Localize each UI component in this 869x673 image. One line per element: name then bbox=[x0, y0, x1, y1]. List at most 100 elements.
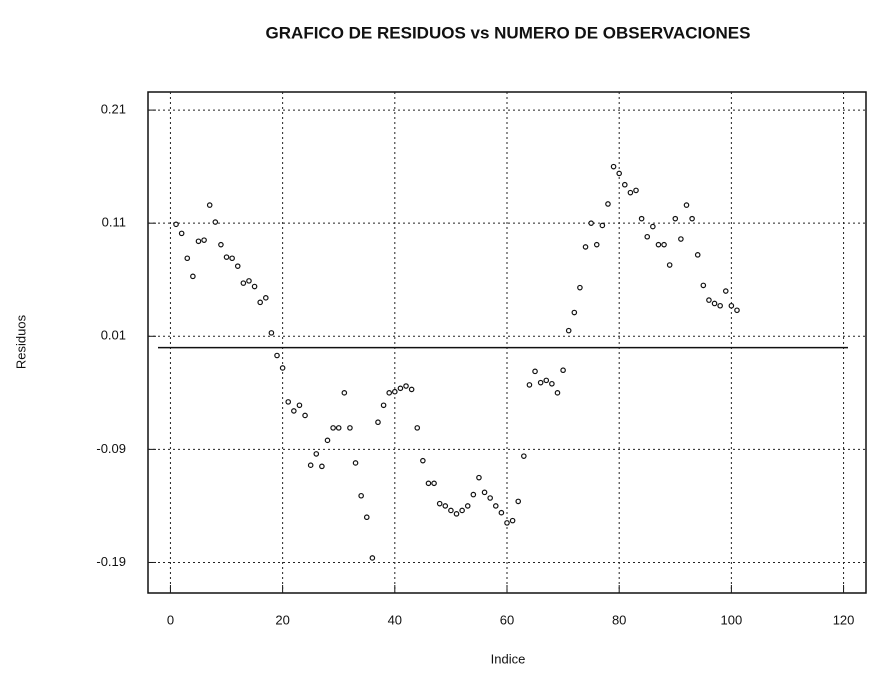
point bbox=[734, 307, 740, 314]
point bbox=[582, 244, 589, 250]
chart-title: GRAFICO DE RESIDUOS vs NUMERO DE OBSERVA… bbox=[266, 23, 751, 42]
point bbox=[728, 302, 735, 309]
y-tick-label: 0.01 bbox=[101, 328, 126, 343]
point bbox=[722, 288, 729, 294]
point bbox=[554, 390, 561, 396]
point bbox=[571, 309, 578, 316]
point bbox=[711, 300, 718, 307]
point bbox=[481, 489, 488, 496]
point bbox=[560, 367, 566, 374]
point bbox=[302, 412, 308, 419]
point bbox=[420, 457, 426, 464]
point bbox=[392, 388, 398, 395]
point bbox=[212, 219, 219, 225]
point bbox=[218, 241, 224, 248]
x-axis-label: Indice bbox=[491, 651, 526, 666]
point bbox=[448, 507, 454, 514]
point bbox=[313, 451, 320, 457]
x-tick-label: 80 bbox=[612, 612, 626, 627]
point bbox=[638, 215, 645, 222]
point bbox=[285, 399, 292, 405]
point bbox=[532, 368, 538, 375]
point bbox=[206, 202, 213, 208]
point bbox=[201, 237, 207, 243]
point bbox=[386, 390, 393, 396]
point bbox=[621, 181, 628, 188]
x-tick-label: 100 bbox=[721, 612, 743, 627]
point bbox=[549, 380, 555, 387]
point bbox=[599, 222, 606, 229]
point bbox=[414, 425, 421, 431]
y-tick-label: 0.11 bbox=[102, 215, 126, 230]
point bbox=[655, 241, 662, 248]
point bbox=[678, 236, 684, 242]
x-tick-label: 0 bbox=[167, 612, 174, 627]
point bbox=[627, 189, 634, 196]
point bbox=[689, 215, 695, 222]
point bbox=[694, 252, 701, 258]
point bbox=[358, 492, 364, 499]
point bbox=[268, 330, 275, 336]
point bbox=[403, 383, 409, 389]
point bbox=[234, 263, 241, 269]
point bbox=[717, 302, 723, 309]
point bbox=[184, 255, 191, 262]
point bbox=[700, 282, 707, 289]
x-tick-label: 60 bbox=[500, 612, 514, 627]
point bbox=[650, 223, 656, 230]
point bbox=[178, 230, 185, 237]
point bbox=[279, 365, 286, 371]
point bbox=[240, 280, 247, 286]
point bbox=[380, 402, 387, 409]
point bbox=[683, 202, 690, 208]
point bbox=[352, 460, 359, 466]
point bbox=[706, 297, 712, 303]
point bbox=[291, 408, 297, 414]
point bbox=[504, 520, 510, 526]
point bbox=[464, 503, 471, 509]
point bbox=[335, 425, 342, 431]
point bbox=[588, 220, 594, 226]
point bbox=[330, 425, 336, 431]
point bbox=[375, 419, 381, 426]
point bbox=[476, 474, 482, 481]
point bbox=[442, 503, 449, 509]
point bbox=[487, 495, 493, 501]
point bbox=[492, 503, 499, 509]
point bbox=[397, 385, 404, 392]
x-tick-label: 40 bbox=[388, 612, 402, 627]
point bbox=[661, 241, 667, 248]
y-axis-label: Residuos bbox=[13, 314, 28, 369]
point bbox=[369, 555, 376, 561]
point bbox=[363, 514, 370, 521]
point bbox=[319, 463, 325, 470]
point bbox=[672, 215, 679, 222]
point bbox=[543, 377, 550, 384]
y-tick-label: -0.19 bbox=[96, 554, 126, 569]
point bbox=[341, 390, 348, 396]
point bbox=[577, 284, 583, 291]
point bbox=[257, 299, 263, 306]
y-tick-label: 0.21 bbox=[101, 102, 126, 117]
point bbox=[521, 453, 527, 459]
point bbox=[408, 386, 415, 393]
point bbox=[565, 327, 572, 334]
point bbox=[644, 233, 651, 240]
point bbox=[173, 221, 179, 228]
point bbox=[537, 379, 544, 386]
point bbox=[274, 352, 280, 359]
point bbox=[246, 278, 252, 284]
point bbox=[666, 262, 673, 268]
point bbox=[453, 511, 460, 517]
point bbox=[425, 480, 432, 487]
point bbox=[190, 273, 196, 280]
point bbox=[610, 163, 617, 170]
point bbox=[509, 517, 516, 524]
point bbox=[229, 255, 235, 262]
point bbox=[251, 283, 258, 290]
point bbox=[436, 500, 443, 507]
point bbox=[633, 187, 639, 194]
x-tick-label: 20 bbox=[275, 612, 289, 627]
point bbox=[262, 295, 269, 301]
